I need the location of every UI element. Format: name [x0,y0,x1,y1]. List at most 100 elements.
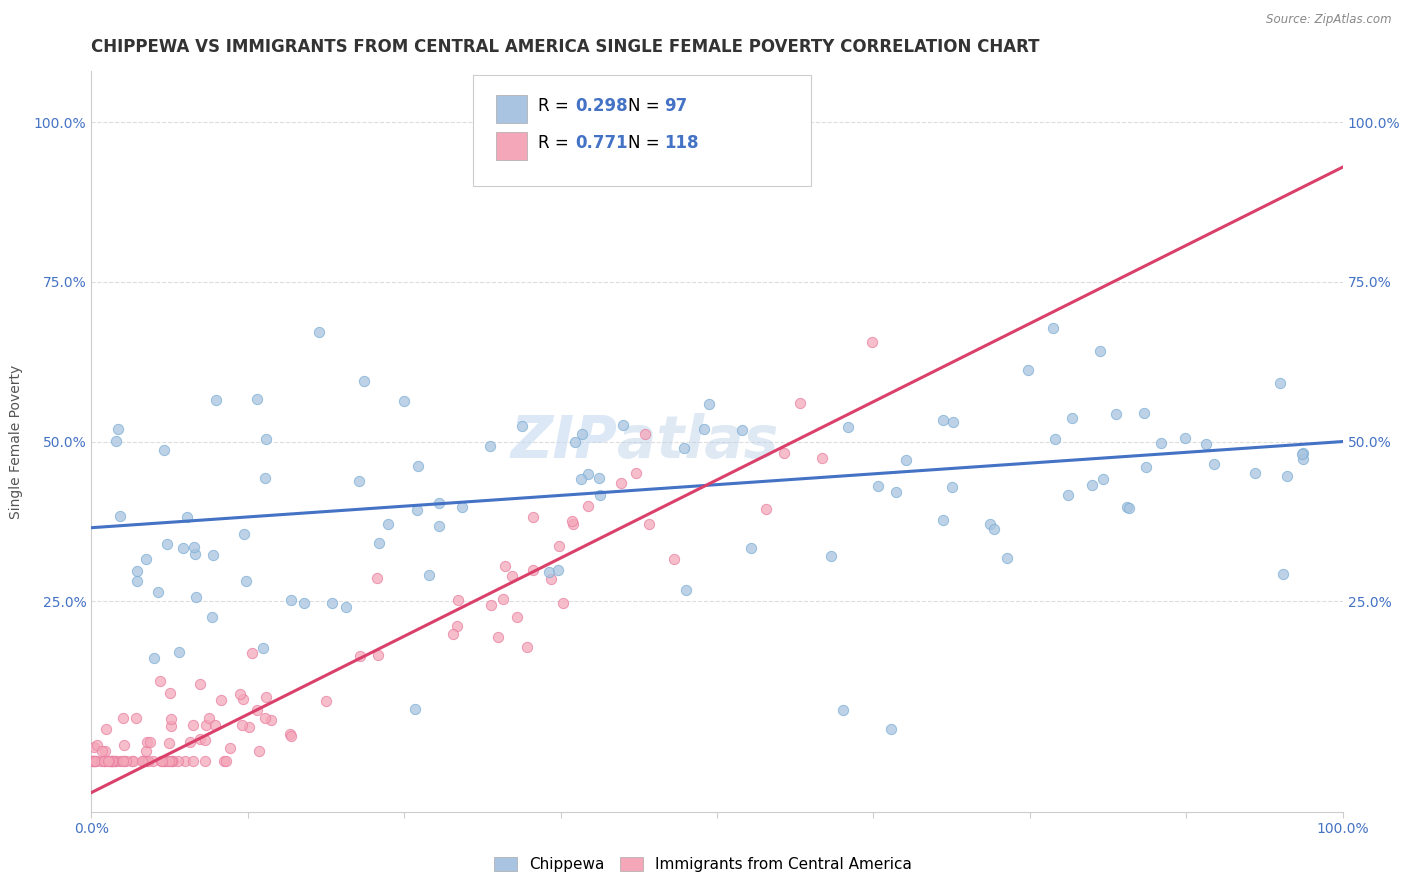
Point [366,571,388,585]
Point [280,593,302,607]
Point [112,738,135,752]
Point [662,551,685,566]
Point [125,711,148,725]
Point [571,426,593,441]
Point [308,325,330,339]
Point [501,568,523,582]
Point [427,519,450,533]
Point [252,641,274,656]
Point [880,722,903,736]
Point [789,395,811,409]
Point [1042,321,1064,335]
Point [167,645,190,659]
Y-axis label: Single Female Poverty: Single Female Poverty [8,365,22,518]
Text: ZIP: ZIP [510,413,617,470]
Point [247,744,270,758]
Point [537,565,560,579]
Point [427,496,450,510]
Point [232,692,254,706]
Point [157,736,180,750]
Point [80,754,103,768]
Point [194,754,217,768]
Point [1150,436,1173,450]
Point [1195,437,1218,451]
Point [167,754,190,768]
Point [280,726,302,740]
Point [231,718,253,732]
Point [1174,431,1197,445]
Point [634,427,657,442]
Point [153,442,176,457]
Point [260,713,283,727]
Point [1133,406,1156,420]
Point [139,735,162,749]
Point [146,585,169,599]
Point [136,754,159,768]
Point [149,754,172,768]
Point [176,510,198,524]
Point [837,420,859,434]
Point [214,754,236,768]
Point [820,549,842,563]
Point [90,754,112,768]
Point [160,719,183,733]
Point [246,703,269,717]
Point [447,593,470,607]
Point [406,502,429,516]
Point [754,502,776,516]
Point [135,735,157,749]
Text: N =: N = [628,134,665,153]
Point [675,583,697,598]
Point [156,537,179,551]
Point [201,610,224,624]
Point [90,744,112,758]
Point [254,690,277,705]
Point [368,535,391,549]
Point [505,610,527,624]
Point [860,335,883,350]
Point [254,471,277,485]
Point [152,754,174,768]
Point [995,551,1018,566]
Point [884,485,907,500]
Point [122,754,145,768]
Point [516,640,538,655]
FancyBboxPatch shape [495,132,527,161]
Point [810,451,832,466]
Point [321,597,343,611]
Point [492,592,515,607]
Point [198,711,221,725]
Point [353,374,375,388]
Point [135,551,157,566]
Point [188,677,211,691]
Point [335,600,357,615]
Point [159,686,181,700]
Point [576,499,599,513]
Text: 0.771: 0.771 [575,134,628,153]
Point [156,754,179,768]
Point [179,734,201,748]
Point [157,754,180,768]
Text: R =: R = [538,134,574,153]
Point [406,458,429,473]
Point [153,754,176,768]
Point [673,441,696,455]
Point [97,754,120,768]
Point [202,548,225,562]
Point [522,509,544,524]
Point [195,718,218,732]
Point [569,472,592,486]
Point [894,452,917,467]
Point [377,517,399,532]
Point [548,540,571,554]
Point [162,754,184,768]
Point [135,754,157,768]
Point [84,754,107,768]
Point [184,547,207,561]
Point [173,754,195,768]
Text: CHIPPEWA VS IMMIGRANTS FROM CENTRAL AMERICA SINGLE FEMALE POVERTY CORRELATION CH: CHIPPEWA VS IMMIGRANTS FROM CENTRAL AMER… [91,38,1040,56]
Point [418,567,440,582]
Point [1116,500,1139,514]
Point [172,541,194,556]
Point [832,703,855,717]
